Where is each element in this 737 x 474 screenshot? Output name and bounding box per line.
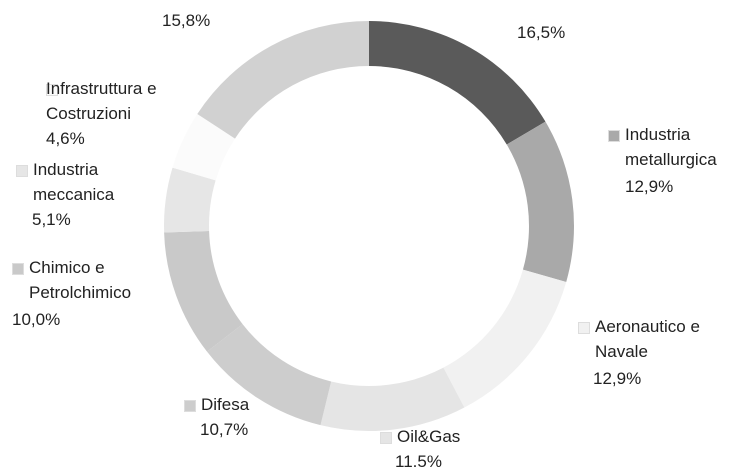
legend-swatch xyxy=(380,432,392,444)
donut-segment xyxy=(197,21,369,139)
category-label: Aeronautico e Navale xyxy=(595,317,700,361)
value-label: 12,9% xyxy=(593,369,642,388)
donut-segment xyxy=(320,367,465,431)
donut-segment xyxy=(164,231,243,352)
legend-swatch xyxy=(578,322,590,334)
donut-segment xyxy=(164,167,216,233)
legend-swatch xyxy=(12,263,24,275)
donut-segment xyxy=(369,21,546,145)
legend-swatch xyxy=(46,84,58,96)
category-label: Oil&Gas xyxy=(397,427,461,446)
category-label: Chimico e Petrolchimico xyxy=(29,258,132,302)
legend-swatch xyxy=(184,400,196,412)
value-label: 5,1% xyxy=(32,210,71,229)
donut-segment xyxy=(443,269,567,408)
category-label: Industria meccanica xyxy=(33,160,115,204)
legend-swatch xyxy=(16,165,28,177)
category-label: Industria metallurgica xyxy=(625,125,717,169)
category-label: Difesa xyxy=(201,395,250,414)
donut-segment xyxy=(506,121,574,282)
legend-swatch xyxy=(608,130,620,142)
category-label: Infrastruttura e Costruzioni xyxy=(46,79,157,123)
value-label: 12,9% xyxy=(625,177,674,196)
value-label: 15,8% xyxy=(162,11,211,30)
value-label: 16,5% xyxy=(517,23,566,42)
value-label: 10,0% xyxy=(12,310,61,329)
value-label: 10,7% xyxy=(200,420,249,439)
value-label: 4,6% xyxy=(46,129,85,148)
donut-segment xyxy=(172,113,235,181)
donut-segment xyxy=(207,324,332,426)
value-label: 11.5% xyxy=(395,452,442,471)
